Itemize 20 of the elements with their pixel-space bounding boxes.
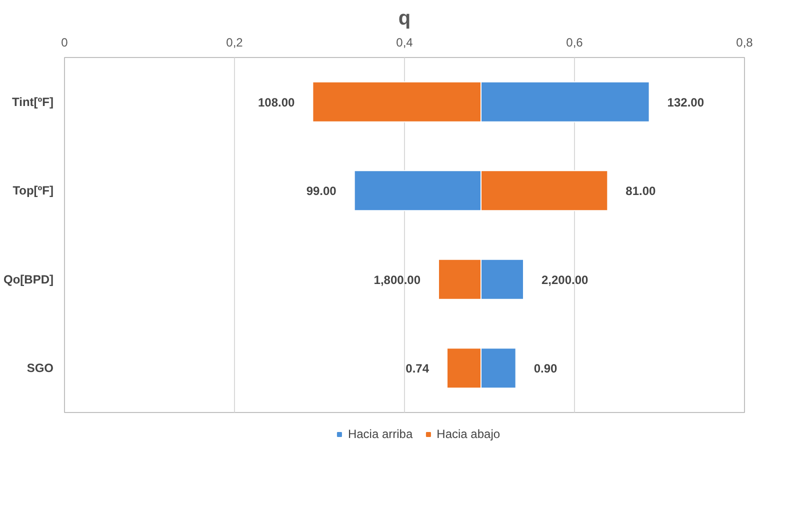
chart-title: q <box>398 8 411 30</box>
y-tick-label: Tint[ºF] <box>12 94 54 109</box>
annotation: 2,200.00 <box>542 272 589 287</box>
x-tick-label: 0,4 <box>396 36 414 50</box>
x-tick-label: 0 <box>61 36 68 50</box>
annotation: 0.74 <box>406 362 430 376</box>
y-tick-label: SGO <box>26 361 54 376</box>
y-tick-label: Top[ºF] <box>12 184 54 198</box>
annotation: 132.00 <box>667 95 704 110</box>
y-tick-label: Qo[BPD] <box>4 272 54 286</box>
annotation: 0.90 <box>534 362 558 376</box>
x-tick-label: 0,8 <box>736 36 754 50</box>
annotation: 1,800.00 <box>374 272 421 287</box>
legend-label: Hacia abajo <box>436 427 500 441</box>
legend-label: Hacia arriba <box>348 427 413 441</box>
x-tick-label: 0,2 <box>226 36 244 50</box>
annotation: 108.00 <box>258 95 296 110</box>
annotation: 81.00 <box>626 184 656 198</box>
x-tick-label: 0,6 <box>566 36 584 50</box>
annotation: 99.00 <box>306 184 337 198</box>
